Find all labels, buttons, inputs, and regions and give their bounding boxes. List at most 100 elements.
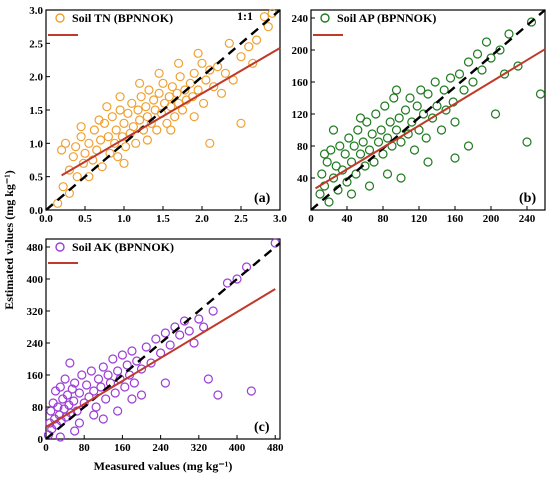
panel-b-point-69 <box>513 61 523 71</box>
panel-a-point-83 <box>119 158 129 168</box>
panel-b-point-19 <box>358 137 368 147</box>
panel-a-point-22 <box>111 125 121 135</box>
panel-a-point-11 <box>84 138 94 148</box>
panel-a-point-1 <box>56 145 67 155</box>
panel-b-point-74 <box>396 173 406 183</box>
panel-b-point-67 <box>499 69 510 79</box>
panel-a-point-21 <box>110 138 120 148</box>
panel-b-y-tick-label-3: 160 <box>292 77 309 89</box>
panel-b-point-21 <box>362 117 372 127</box>
panel-b-point-66 <box>495 45 505 55</box>
panel-a: 0.0 0.5 1.0 1.5 2.0 2.5 3.0 0.0 0.5 1.0 1.5 2.0 2.5… <box>29 5 287 225</box>
panel-c-point-33 <box>96 382 106 392</box>
panel-b-point-4 <box>324 197 334 207</box>
panel-c-y-tick-label-1: 80 <box>32 402 44 414</box>
panel-b-point-15 <box>349 141 359 151</box>
panel-c-point-66 <box>222 278 233 288</box>
panel-c-point-39 <box>110 388 120 398</box>
panel-a-point-59 <box>185 78 195 88</box>
panel-a-point-35 <box>136 92 146 102</box>
panel-a-y-tick-label-6: 3.0 <box>29 5 43 17</box>
panel-b-point-76 <box>319 149 330 159</box>
panel-b-point-75 <box>328 125 339 135</box>
panel-a-point-9 <box>78 158 89 168</box>
panel-b-point-33 <box>389 93 399 103</box>
panel-c-point-59 <box>184 326 194 336</box>
panel-c-x-tick-label-0: 0 <box>43 442 49 454</box>
panel-b-point-72 <box>535 89 546 99</box>
panel-b-point-1 <box>317 169 327 179</box>
panel-a-point-95 <box>224 38 234 48</box>
panel-a-point-89 <box>94 115 104 125</box>
panel-a-point-82 <box>102 102 112 112</box>
panel-c-y-tick-label-5: 400 <box>27 274 44 286</box>
panel-b-point-29 <box>380 101 390 111</box>
panel-b-point-53 <box>441 105 451 115</box>
panel-a-point-53 <box>172 88 182 98</box>
panel-b-point-6 <box>328 173 339 183</box>
panel-c-points <box>43 238 280 442</box>
panel-c-point-27 <box>81 380 92 390</box>
panel-a-point-74 <box>252 35 262 45</box>
panel-b-point-83 <box>355 113 366 123</box>
panel-b-label: (b) <box>519 191 536 206</box>
panel-c-point-79 <box>74 418 85 428</box>
panel-b-point-34 <box>391 125 402 135</box>
panel-a-one-to-one-label: 1:1 <box>237 9 253 23</box>
panel-c-point-71 <box>70 426 80 436</box>
panel-b-point-31 <box>385 117 395 127</box>
panel-a-y-tick-label-3: 1.5 <box>29 105 43 117</box>
panel-b-point-79 <box>382 169 393 179</box>
panel-b-point-23 <box>367 129 377 139</box>
panel-c-x-tick-label-3: 240 <box>152 442 169 454</box>
panel-b-point-52 <box>439 85 449 95</box>
panel-b-point-25 <box>371 109 381 119</box>
panel-c-x-ticks: 0 80 160 240 320 400 480 <box>43 435 284 454</box>
panel-a-point-6 <box>71 142 81 152</box>
panel-a-point-92 <box>154 68 164 78</box>
panel-b-point-81 <box>463 141 474 151</box>
panel-b-points <box>315 17 546 207</box>
panel-c-point-44 <box>122 360 132 370</box>
panel-a-point-33 <box>133 105 143 115</box>
panel-c-x-tick-label-2: 160 <box>114 442 131 454</box>
panel-a-point-43 <box>152 125 162 135</box>
panel-b-legend-marker <box>320 13 330 23</box>
panel-b-point-27 <box>376 125 386 135</box>
panel-a-one-to-one-line <box>45 9 281 211</box>
panel-a-x-ticks: 0.0 0.5 1.0 1.5 2.0 2.5 3.0 <box>39 206 287 225</box>
panel-b-x-tick-label-2: 80 <box>378 213 390 225</box>
panel-b-point-0 <box>315 189 325 199</box>
panel-a-point-7 <box>72 172 82 182</box>
panel-a-point-57 <box>180 85 190 95</box>
panel-c-point-47 <box>129 378 139 388</box>
panel-a-point-90 <box>115 92 125 102</box>
panel-c-point-31 <box>91 402 101 412</box>
panel-a-x-tick-label-4: 2.0 <box>195 213 209 225</box>
panel-a-point-75 <box>259 12 269 22</box>
panel-c-point-57 <box>175 330 185 340</box>
panel-a-point-78 <box>236 118 246 128</box>
panel-a-legend-points-label: Soil TN (BPNNOK) <box>72 11 173 25</box>
panel-c-y-ticks: 0 80 160 240 320 400 480 <box>27 242 50 446</box>
panel-c-label: (c) <box>254 420 270 435</box>
panel-a-point-61 <box>189 68 199 78</box>
panel-c-y-tick-label-0: 0 <box>38 434 44 446</box>
panel-c-legend-points-label: Soil AK (BPNNOK) <box>72 240 174 254</box>
panel-b-y-ticks: 40 80 120 160 200 240 <box>292 13 315 185</box>
panel-b-point-77 <box>346 189 357 199</box>
panel-c-point-32 <box>93 374 104 384</box>
panel-b-point-54 <box>445 73 456 83</box>
panel-a-point-62 <box>193 85 203 95</box>
panel-c-point-14 <box>60 374 70 384</box>
panel-b-point-18 <box>355 149 366 159</box>
panel-c-point-67 <box>232 274 242 284</box>
panel-a-point-51 <box>167 82 177 92</box>
panel-c-point-38 <box>108 354 118 364</box>
panel-a-point-16 <box>97 162 107 172</box>
panel-c-point-35 <box>101 394 111 404</box>
panel-a-x-tick-label-5: 2.5 <box>234 213 248 225</box>
panel-b-point-36 <box>396 137 406 147</box>
panel-b-point-56 <box>450 117 460 127</box>
